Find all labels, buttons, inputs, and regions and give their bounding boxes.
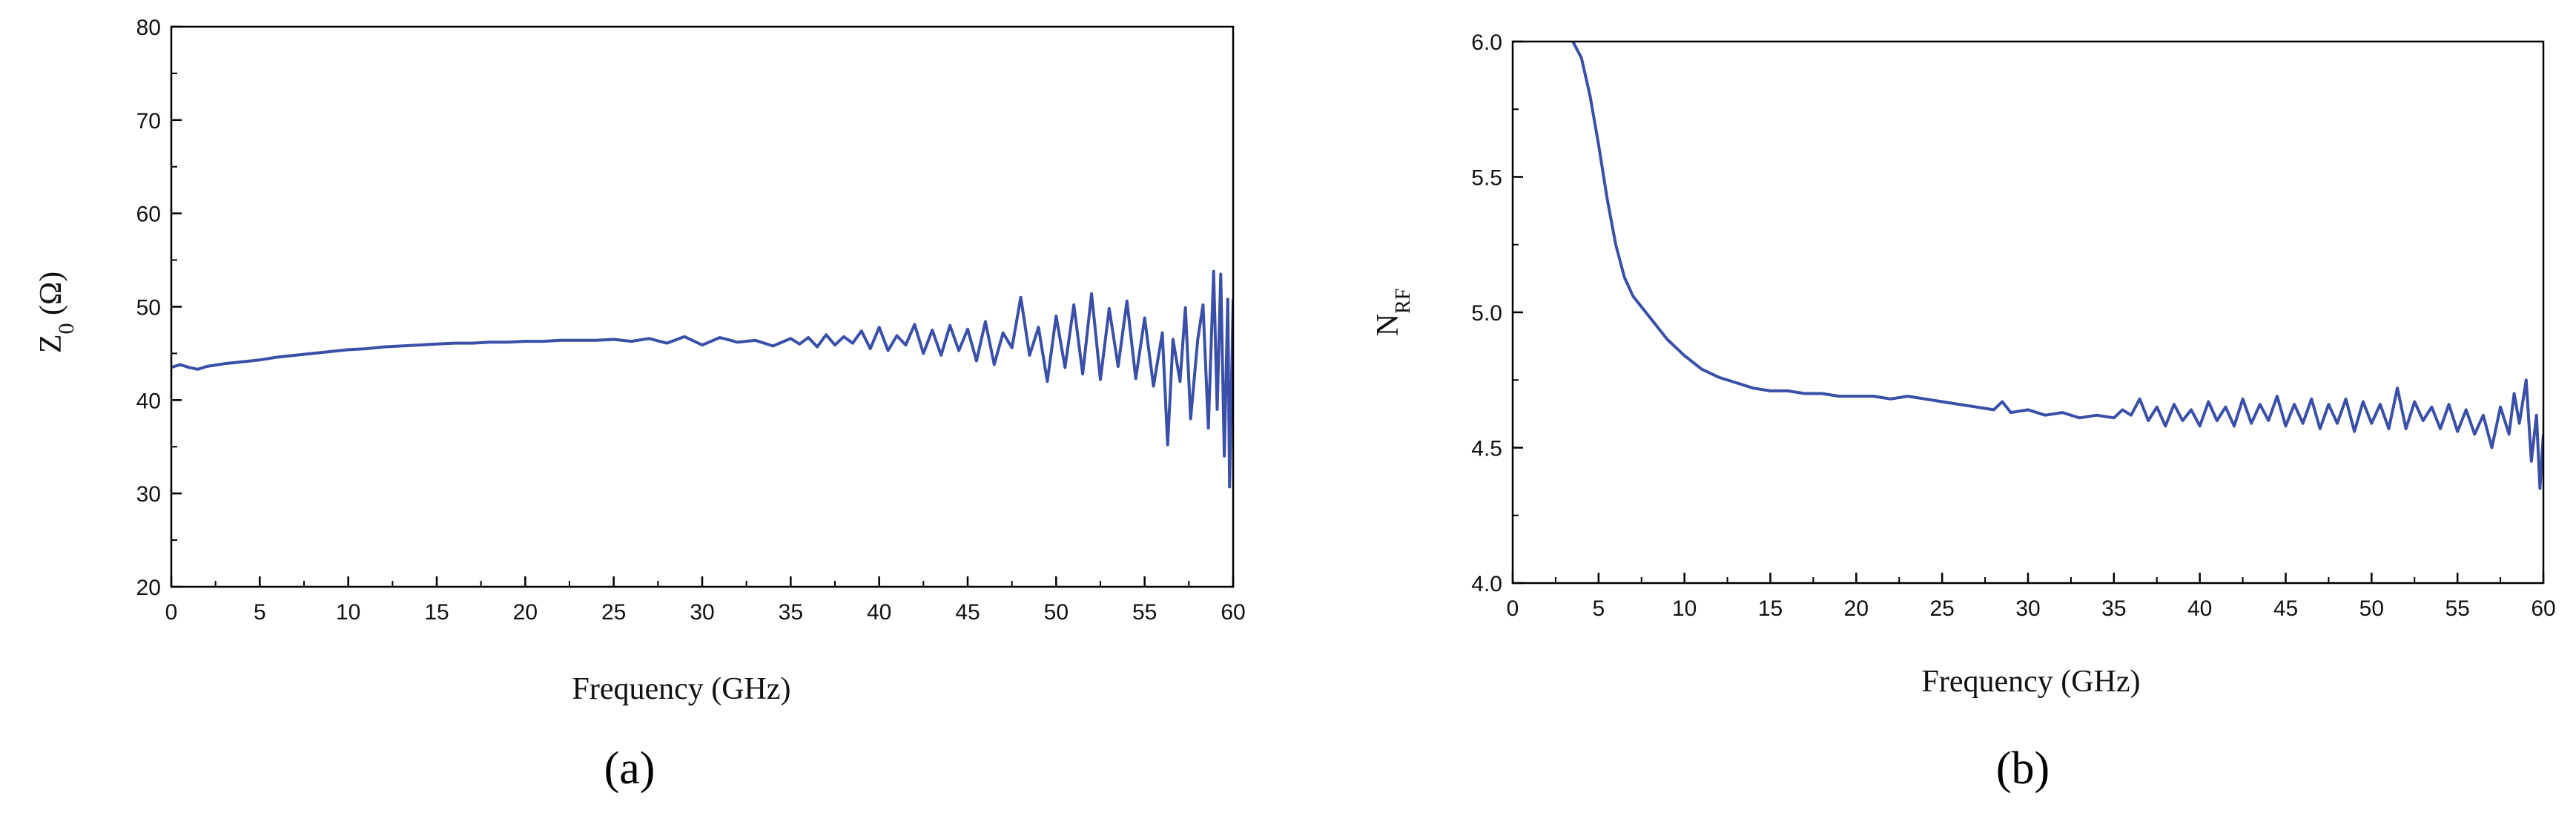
y-tick-label-a: 40 bbox=[136, 389, 161, 413]
series-line-b-0 bbox=[1571, 42, 2543, 490]
y-axis-title-main-a: Z bbox=[34, 335, 68, 354]
y-axis-title-a: Z0 (Ω) bbox=[34, 272, 79, 353]
y-axis-title-sub-b: RF bbox=[1392, 289, 1415, 314]
chart-panel-b: 0 5 10 15 20 25 30 35 40 45 50 55 604.04.55.05.56.0 … bbox=[1371, 30, 2556, 794]
x-tick-label-b: 20 bbox=[1844, 596, 1869, 621]
x-tick-label-a: 0 bbox=[165, 600, 178, 625]
x-tick-label-a: 40 bbox=[867, 600, 891, 625]
x-tick-label-a: 5 bbox=[254, 600, 266, 625]
y-tick-label-b: 4.0 bbox=[1471, 572, 1502, 596]
x-tick-label-b: 0 bbox=[1507, 596, 1519, 621]
panel-label-a: (a) bbox=[604, 743, 655, 794]
plot-area-a: 0 5 10 15 20 25 30 35 40 45 50 55 60 20 30 40 50 60 70 80 bbox=[136, 16, 1246, 625]
y-tick-label-a: 50 bbox=[136, 296, 161, 320]
x-tick-label-b: 25 bbox=[1929, 596, 1954, 621]
x-axis-title-a: Frequency (GHz) bbox=[572, 672, 790, 706]
y-tick-label-b: 5.0 bbox=[1471, 301, 1502, 326]
plot-frame-b bbox=[1511, 40, 2545, 585]
x-tick-label-a: 25 bbox=[601, 600, 626, 625]
series-line-a-0 bbox=[171, 269, 1233, 489]
plot-area-b: 0 5 10 15 20 25 30 35 40 45 50 55 60 4.0 4.5 5.0 5.5 6.0 bbox=[1471, 30, 2555, 621]
x-axis-title-b: Frequency (GHz) bbox=[1921, 665, 2140, 699]
x-tick-label-a: 50 bbox=[1044, 600, 1069, 625]
x-tick-label-b: 50 bbox=[2359, 596, 2384, 621]
x-tick-label-a: 35 bbox=[779, 600, 803, 625]
x-tick-label-b: 30 bbox=[2015, 596, 2040, 621]
y-tick-label-b: 5.5 bbox=[1471, 166, 1502, 191]
x-tick-label-b: 10 bbox=[1672, 596, 1697, 621]
y-tick-label-a: 80 bbox=[136, 16, 161, 40]
chart-panel-a: 0 5 10 15 20 25 30 35 40 45 50 55 60 20 30 40 50 60 70 80 F… bbox=[34, 16, 1246, 794]
y-tick-label-a: 30 bbox=[136, 482, 161, 507]
y-axis-title-main-b: N bbox=[1371, 314, 1405, 336]
x-tick-label-a: 60 bbox=[1221, 600, 1245, 625]
y-axis-title-rest-a: (Ω) bbox=[34, 272, 68, 323]
x-tick-label-b: 60 bbox=[2531, 596, 2555, 621]
x-tick-label-a: 55 bbox=[1132, 600, 1157, 625]
x-tick-label-b: 55 bbox=[2445, 596, 2469, 621]
x-tick-label-b: 15 bbox=[1758, 596, 1783, 621]
y-tick-label-a: 20 bbox=[136, 576, 161, 600]
x-tick-label-a: 45 bbox=[955, 600, 980, 625]
x-tick-label-a: 30 bbox=[690, 600, 714, 625]
y-tick-label-b: 6.0 bbox=[1471, 30, 1502, 55]
x-tick-label-b: 5 bbox=[1592, 596, 1605, 621]
panel-label-b: (b) bbox=[1996, 743, 2050, 794]
x-tick-label-b: 40 bbox=[2187, 596, 2212, 621]
x-tick-label-b: 45 bbox=[2273, 596, 2298, 621]
y-tick-label-a: 70 bbox=[136, 109, 161, 134]
y-axis-title-sub-a: 0 bbox=[54, 323, 79, 335]
x-tick-label-a: 20 bbox=[513, 600, 538, 625]
y-tick-label-a: 60 bbox=[136, 203, 161, 227]
y-axis-title-b: NRF bbox=[1371, 289, 1415, 337]
y-tick-label-b: 4.5 bbox=[1471, 437, 1502, 461]
x-tick-label-a: 15 bbox=[424, 600, 449, 625]
x-tick-label-a: 10 bbox=[336, 600, 360, 625]
x-tick-label-b: 35 bbox=[2101, 596, 2126, 621]
